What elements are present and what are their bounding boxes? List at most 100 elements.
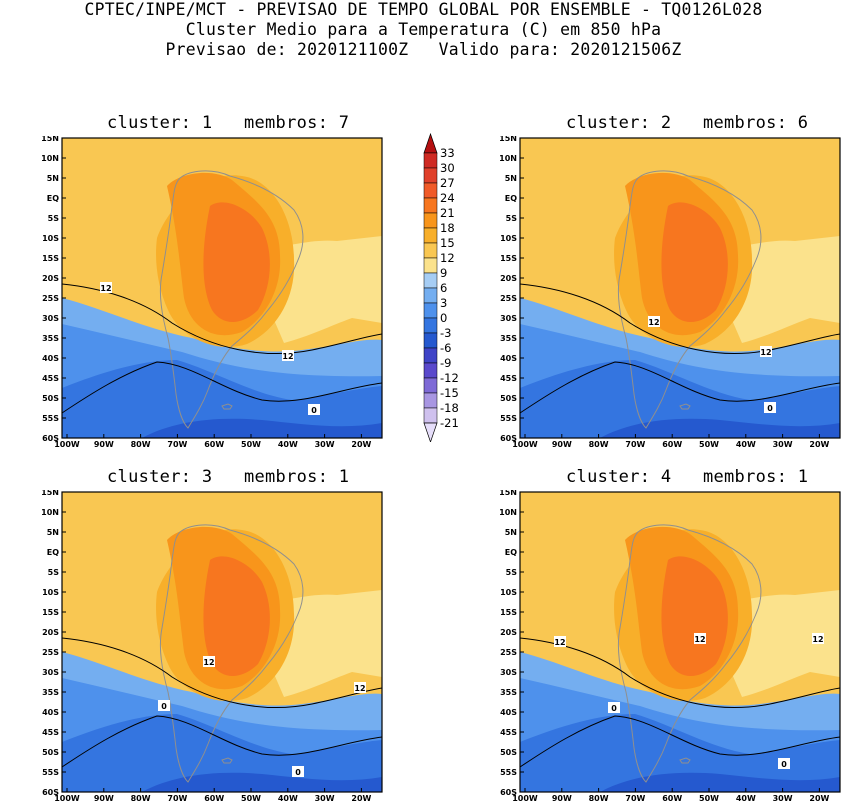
map-frame: [61, 491, 383, 793]
isotherm-contour-0: [61, 637, 383, 709]
map-frame: [61, 137, 383, 439]
contour-label-bg: [694, 633, 706, 644]
lon-tick-label: 80W: [131, 440, 151, 448]
contour-label: 0: [767, 404, 773, 413]
contour-label: 12: [648, 318, 659, 327]
lat-tick-label: 5S: [48, 568, 60, 577]
lat-tick-label: 5N: [505, 174, 517, 183]
temperature-region-7: [661, 202, 728, 322]
contour-label-bg: [308, 404, 320, 415]
temperature-region-4: [142, 772, 382, 792]
contour-label-bg: [760, 346, 772, 357]
lon-tick-label: 20W: [351, 794, 371, 802]
lat-tick-label: 10S: [42, 588, 59, 597]
contour-label: 12: [812, 635, 823, 644]
map-frame: [519, 137, 841, 439]
temperature-region-4: [600, 772, 840, 792]
lon-tick-label: 90W: [552, 440, 572, 448]
lon-tick-label: 100W: [54, 794, 80, 802]
isotherm-contour-0: [61, 283, 383, 355]
colorbar-label: 33: [440, 146, 455, 160]
lat-tick-label: 25S: [500, 294, 517, 303]
lat-tick-label: 15S: [500, 254, 517, 263]
lon-tick-label: 20W: [351, 440, 371, 448]
header-line-2: Cluster Medio para a Temperatura (C) em …: [185, 20, 662, 39]
contour-label: 12: [694, 635, 705, 644]
colorbar-cell: [423, 272, 438, 289]
lon-tick-label: 70W: [167, 440, 187, 448]
lat-tick-label: 60S: [500, 434, 517, 443]
contour-label: 0: [161, 702, 167, 711]
map-panel-2: 12 12 0 15N 10N 5N EQ 5S 10S 15S 20S 25S 30S 35S 40S 45…: [499, 136, 841, 448]
contour-label-bg: [764, 402, 776, 413]
lat-tick-label: 15N: [41, 136, 59, 143]
colorbar-label: 3: [440, 296, 447, 310]
lon-tick-label: 40W: [278, 440, 298, 448]
lon-tick-label: 60W: [662, 794, 682, 802]
contour-label-bg: [778, 758, 790, 769]
colorbar-label: 30: [440, 161, 455, 175]
colorbar-label: -6: [440, 341, 451, 355]
colorbar-label: -3: [440, 326, 451, 340]
lon-tick-label: 100W: [54, 440, 80, 448]
contour-label-bg: [100, 282, 112, 293]
lat-tick-label: 5S: [48, 214, 60, 223]
lat-tick-label: 20S: [42, 628, 59, 637]
lon-tick-label: 40W: [736, 440, 756, 448]
temperature-region-4: [142, 418, 382, 438]
lat-tick-label: 40S: [500, 354, 517, 363]
colorbar-label: 6: [440, 281, 447, 295]
falkland-islands-outline: [221, 403, 233, 410]
coastline-outline: [617, 524, 762, 783]
lat-tick-label: 5N: [505, 528, 517, 537]
falkland-islands-outline: [221, 757, 233, 764]
isotherm-contour-0: [519, 637, 841, 709]
lat-tick-label: 5N: [47, 528, 59, 537]
colorbar-cell: [423, 347, 438, 364]
lat-tick-label: EQ: [47, 548, 59, 557]
lat-tick-label: 45S: [500, 728, 517, 737]
lon-tick-label: 90W: [552, 794, 572, 802]
colorbar-cell: [423, 257, 438, 274]
temperature-region-4: [600, 418, 840, 438]
lat-tick-label: 50S: [500, 748, 517, 757]
lat-tick-label: 50S: [500, 394, 517, 403]
colorbar-label: 24: [440, 191, 455, 205]
colorbar-cell: [423, 152, 438, 169]
lon-tick-label: 20W: [809, 440, 829, 448]
lat-tick-label: 10N: [41, 154, 59, 163]
colorbar-cell: [423, 407, 438, 424]
lat-tick-label: 15N: [41, 490, 59, 497]
lat-tick-label: 10S: [500, 588, 517, 597]
contour-label: 0: [611, 704, 617, 713]
lat-tick-label: 60S: [500, 788, 517, 797]
lat-tick-label: 15S: [42, 608, 59, 617]
lon-tick-label: 50W: [699, 440, 719, 448]
lat-tick-label: 40S: [42, 708, 59, 717]
lat-tick-label: 20S: [500, 274, 517, 283]
colorbar-cell: [423, 167, 438, 184]
colorbar-arrow-top: [423, 132, 438, 154]
lat-tick-label: 10S: [42, 234, 59, 243]
contour-label: 12: [760, 348, 771, 357]
contour-label: 0: [781, 760, 787, 769]
isotherm-contour-1: [519, 715, 841, 768]
temperature-region-7: [661, 556, 728, 676]
temperature-region-7: [203, 556, 270, 676]
map-frame: [519, 491, 841, 793]
lat-tick-label: 35S: [500, 334, 517, 343]
lon-tick-label: 80W: [589, 440, 609, 448]
colorbar-cell: [423, 287, 438, 304]
contour-label-bg: [282, 350, 294, 361]
lat-tick-label: 45S: [42, 374, 59, 383]
lon-tick-label: 50W: [241, 440, 261, 448]
colorbar-cell: [423, 212, 438, 229]
lat-tick-label: 60S: [42, 434, 59, 443]
lat-tick-label: 60S: [42, 788, 59, 797]
lon-tick-label: 90W: [94, 440, 114, 448]
contour-label: 12: [203, 658, 214, 667]
lat-tick-label: 50S: [42, 394, 59, 403]
lat-tick-label: 50S: [42, 748, 59, 757]
coastline-outline: [159, 524, 304, 783]
lon-tick-label: 90W: [94, 794, 114, 802]
